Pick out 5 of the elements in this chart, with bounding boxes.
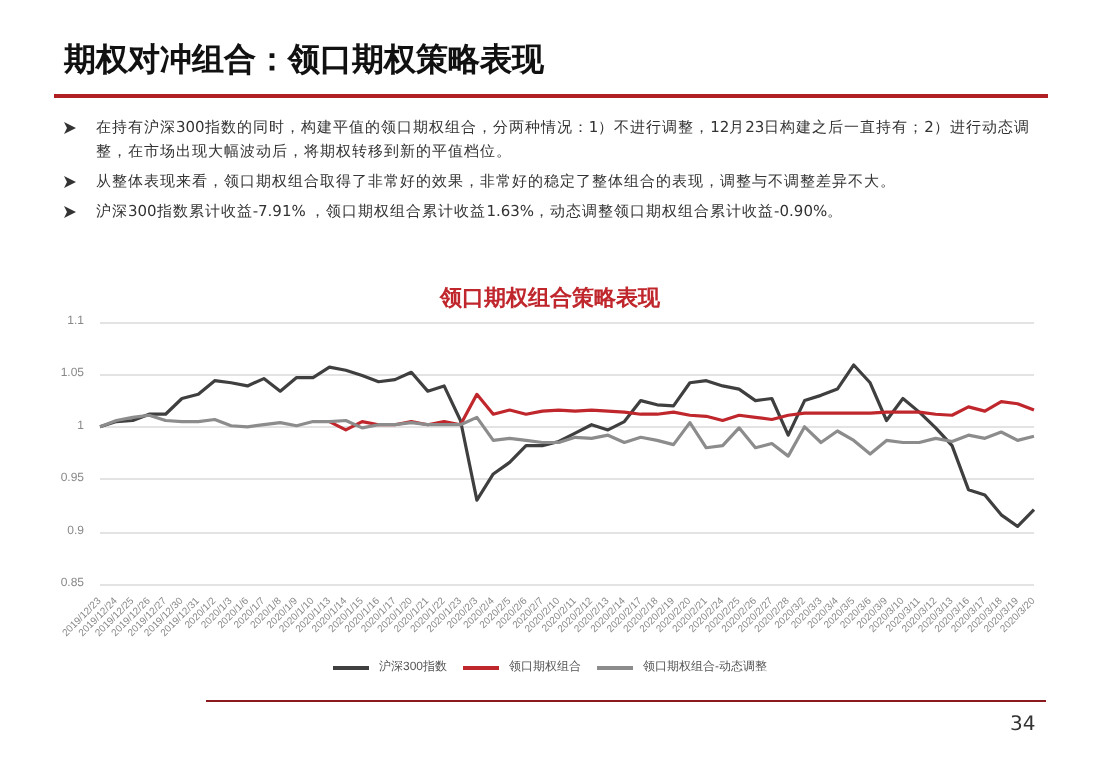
line-series	[327, 392, 1036, 432]
text: 34	[1010, 714, 1036, 736]
chart-subtitle: 领口期权组合策略表现	[438, 285, 662, 311]
line-series	[98, 413, 1036, 458]
chart-title: 期权对冲组合：领口期权策略表现	[64, 40, 544, 82]
